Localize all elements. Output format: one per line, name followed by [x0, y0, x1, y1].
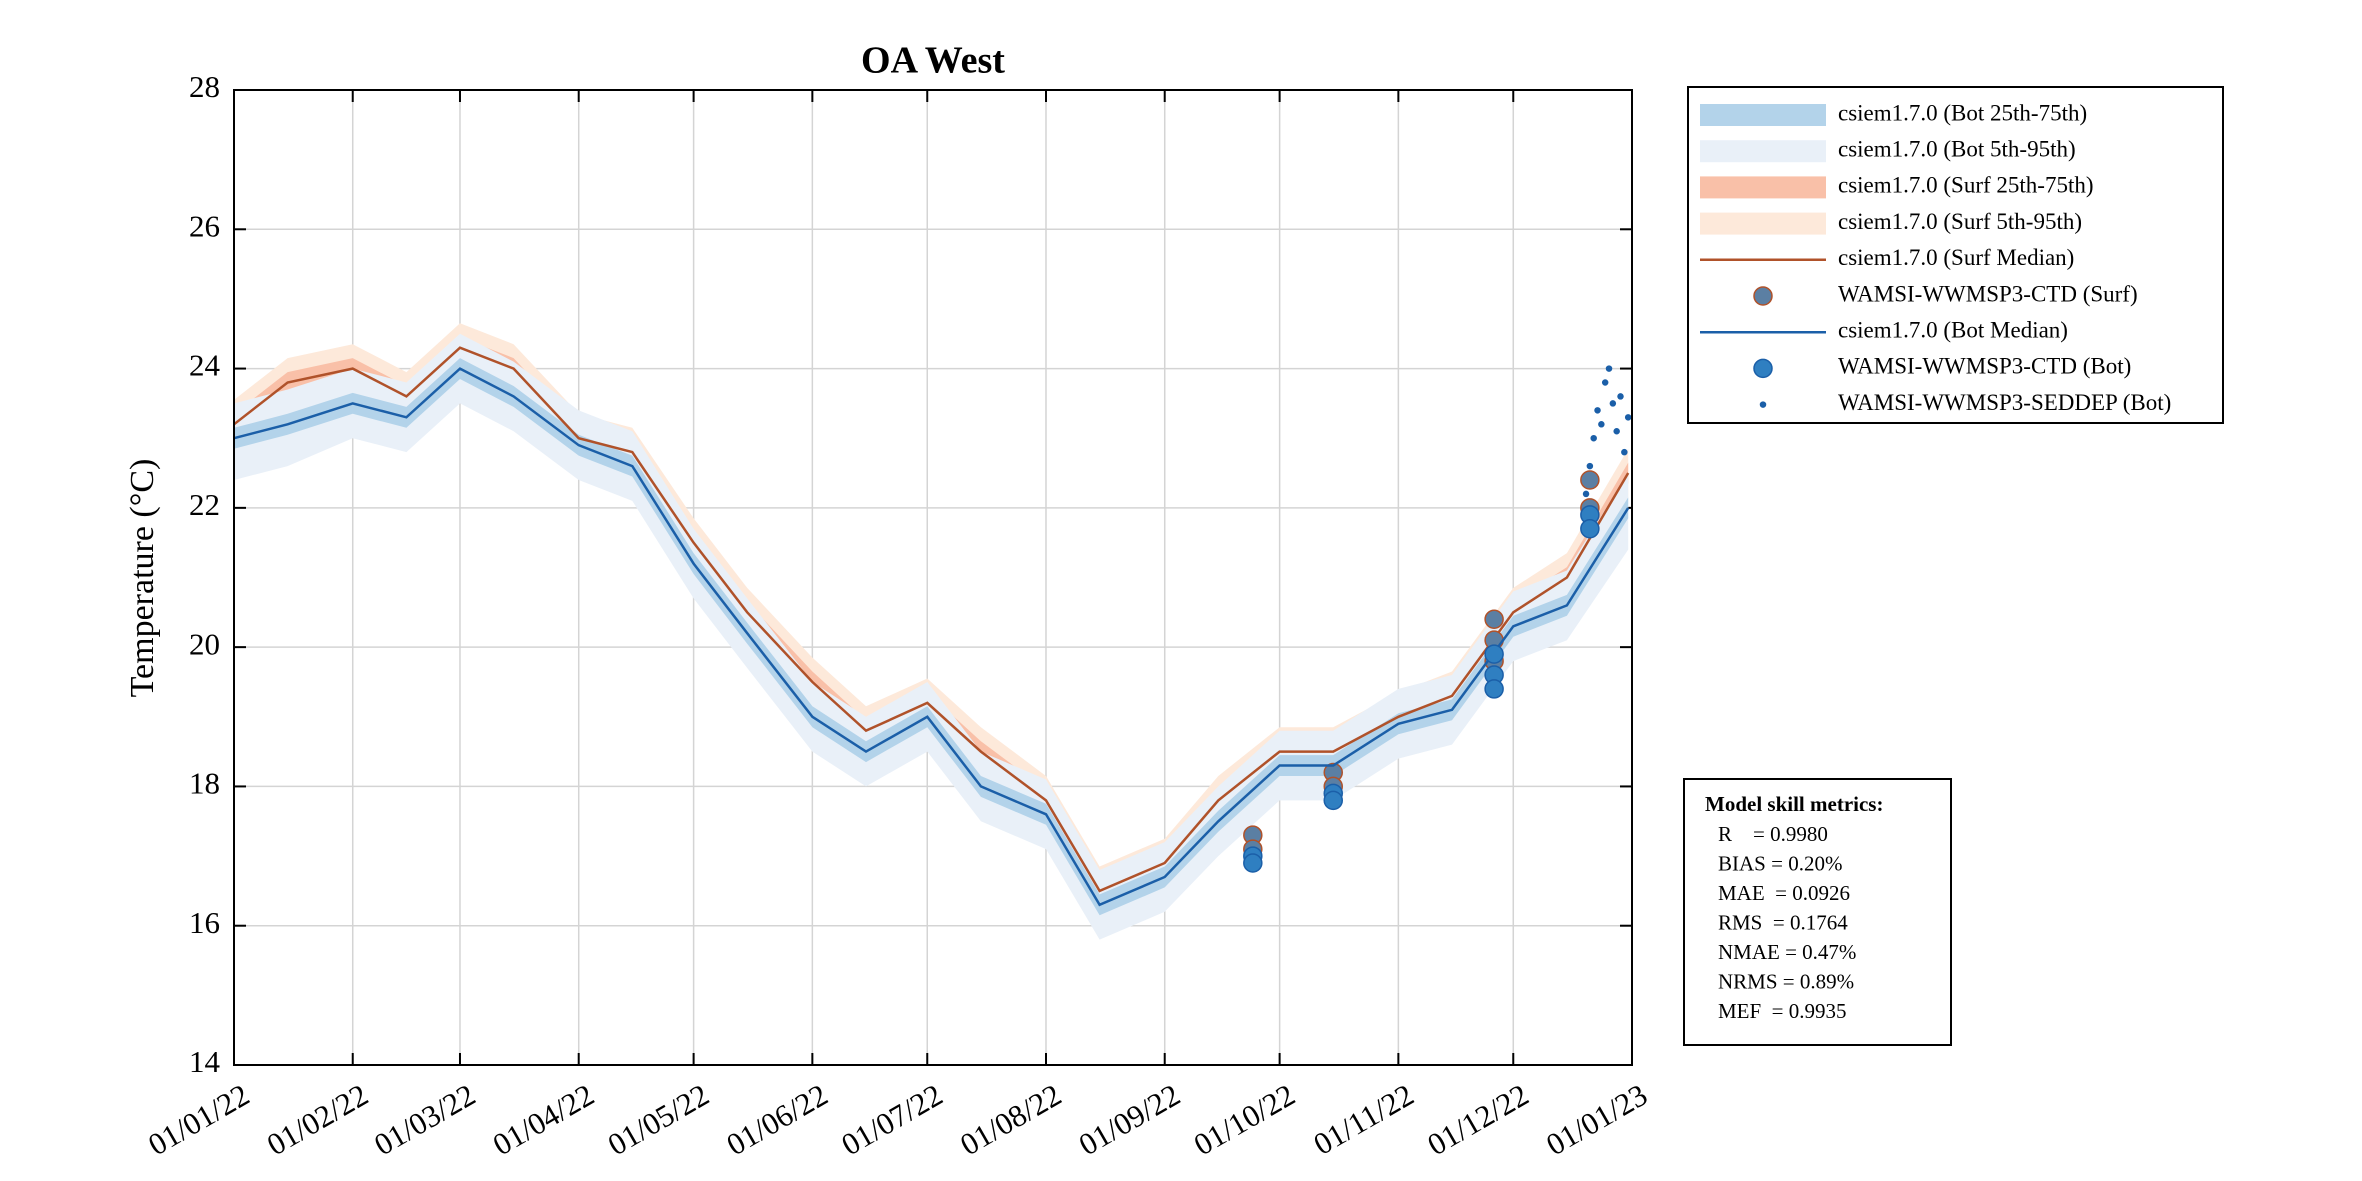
legend-swatch: [1753, 286, 1773, 306]
metrics-line: R = 0.9980: [1718, 822, 1828, 846]
metrics-title: Model skill metrics:: [1705, 792, 1883, 816]
point: [1609, 400, 1617, 407]
metrics-line: RMS = 0.1764: [1718, 910, 1848, 934]
band: [234, 358, 1629, 916]
metrics-line: NRMS = 0.89%: [1718, 969, 1854, 993]
point: [1605, 365, 1613, 372]
point: [1586, 462, 1594, 470]
point: [1613, 428, 1620, 435]
point: [1594, 407, 1601, 414]
legend-label: WAMSI-WWMSP3-CTD (Surf): [1838, 281, 2138, 306]
point: [1624, 414, 1632, 421]
metrics-line: MEF = 0.9935: [1718, 999, 1847, 1023]
metrics-box: [1683, 778, 1952, 1046]
chart-title: OA West: [861, 40, 1005, 82]
y-tick-label: 16: [189, 905, 220, 940]
y-tick-label: 20: [189, 626, 220, 661]
legend-label: csiem1.7.0 (Surf 25th-75th): [1838, 173, 2094, 198]
y-tick-label: 22: [189, 487, 220, 522]
metrics-line: NMAE = 0.47%: [1718, 940, 1856, 964]
legend-swatch: [1700, 140, 1826, 163]
y-tick-label: 26: [189, 208, 220, 243]
point: [1601, 379, 1609, 386]
point: [1243, 853, 1263, 873]
point: [1617, 393, 1624, 400]
point: [1582, 490, 1590, 498]
y-tick-label: 14: [189, 1044, 221, 1079]
point: [1598, 421, 1605, 428]
legend-label: csiem1.7.0 (Bot Median): [1838, 317, 2068, 342]
metrics-line: MAE = 0.0926: [1718, 881, 1850, 905]
point: [1580, 470, 1600, 490]
point: [1484, 644, 1504, 664]
point: [1484, 679, 1504, 699]
point: [1590, 434, 1597, 442]
point: [1580, 519, 1600, 539]
legend-swatch: [1700, 176, 1826, 199]
point: [1621, 448, 1628, 456]
y-axis-label: Temperature (°C): [124, 459, 161, 698]
legend-label: csiem1.7.0 (Surf Median): [1838, 245, 2074, 270]
plot-frame: [233, 89, 1633, 1066]
legend-swatch: [1753, 358, 1773, 379]
metrics-line: BIAS = 0.20%: [1718, 851, 1842, 875]
legend-label: csiem1.7.0 (Bot 25th-75th): [1838, 100, 2087, 125]
legend-swatch: [1759, 401, 1767, 408]
legend-swatch: [1700, 212, 1826, 235]
y-tick-label: 24: [189, 348, 221, 383]
legend-label: csiem1.7.0 (Bot 5th-95th): [1838, 136, 2076, 161]
y-tick-label: 28: [189, 69, 220, 104]
legend-label: csiem1.7.0 (Surf 5th-95th): [1838, 209, 2082, 234]
legend-label: WAMSI-WWMSP3-SEDDEP (Bot): [1838, 390, 2171, 415]
line: [233, 346, 1630, 893]
legend-swatch: [1700, 104, 1826, 126]
point: [1323, 790, 1343, 811]
band: [234, 333, 1629, 940]
point: [1484, 609, 1504, 630]
legend-label: WAMSI-WWMSP3-CTD (Bot): [1838, 354, 2131, 379]
line: [233, 367, 1630, 907]
y-tick-label: 18: [189, 766, 220, 801]
